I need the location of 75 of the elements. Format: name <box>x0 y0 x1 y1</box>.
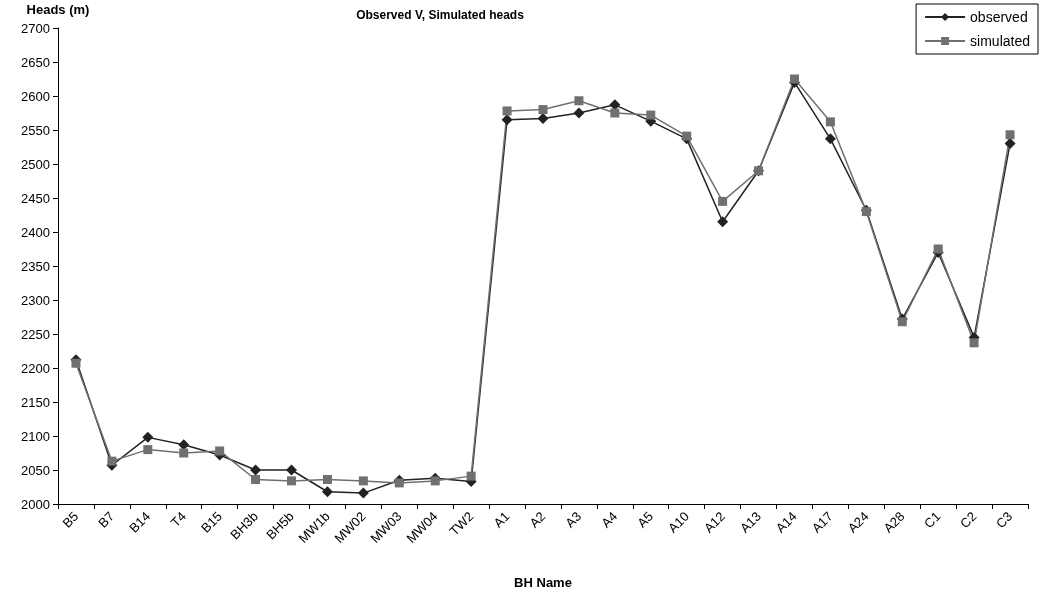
x-tick-label: B14 <box>126 508 154 536</box>
point <box>143 445 153 455</box>
y-tick-label: 2250 <box>21 326 50 342</box>
x-tick-label: A14 <box>772 508 800 536</box>
x-tick-label: A13 <box>736 508 764 536</box>
x-tick-label: TW2 <box>446 508 477 539</box>
x-tick-label: A10 <box>665 508 693 536</box>
point <box>1005 130 1015 140</box>
x-tick-label: A4 <box>598 508 621 531</box>
y-axis-title: Heads (m) <box>26 2 90 17</box>
y-tick-label: 2200 <box>21 360 50 376</box>
point <box>394 478 404 488</box>
point <box>1004 138 1016 150</box>
y-tick-label: 2650 <box>21 54 50 70</box>
point <box>466 471 476 481</box>
x-tick-label: A24 <box>844 508 872 536</box>
point <box>179 448 189 458</box>
point <box>321 486 333 498</box>
x-axis-title: BH Name <box>514 575 572 590</box>
point <box>682 131 692 141</box>
x-tick-label: A5 <box>634 508 657 531</box>
y-tick-label: 2300 <box>21 292 50 308</box>
point <box>250 464 262 476</box>
point <box>573 107 585 119</box>
y-tick-label: 2150 <box>21 394 50 410</box>
point <box>502 106 512 116</box>
x-tick-label: T4 <box>167 508 190 531</box>
point <box>717 216 729 228</box>
x-tick-label: A3 <box>562 508 585 531</box>
point <box>969 338 979 348</box>
x-tick-label: A1 <box>490 508 513 531</box>
point <box>574 96 584 106</box>
x-tick-label: B5 <box>59 508 82 531</box>
x-tick-label: C2 <box>957 508 980 532</box>
point <box>610 108 620 118</box>
point <box>501 114 513 126</box>
y-tick-label: 2400 <box>21 224 50 240</box>
point <box>824 133 836 145</box>
point <box>357 487 369 499</box>
y-tick-label: 2350 <box>21 258 50 274</box>
x-tick-label: A2 <box>526 508 549 531</box>
y-tick-label: 2550 <box>21 122 50 138</box>
point <box>287 476 297 486</box>
point <box>825 117 835 127</box>
legend-label: simulated <box>970 33 1030 49</box>
chart-title: Observed V, Simulated heads <box>356 8 525 22</box>
y-tick-label: 2600 <box>21 88 50 104</box>
point <box>933 244 943 254</box>
point <box>107 456 117 466</box>
y-tick-label: 2500 <box>21 156 50 172</box>
y-tick-label: 2100 <box>21 428 50 444</box>
x-tick-label: A28 <box>880 508 908 536</box>
y-tick-label: 2700 <box>21 20 50 36</box>
point <box>430 476 440 486</box>
point <box>71 358 81 368</box>
legend-label: observed <box>970 9 1028 25</box>
y-tick-label: 2450 <box>21 190 50 206</box>
point <box>286 464 298 476</box>
y-tick-label: 2000 <box>21 496 50 512</box>
point <box>718 196 728 206</box>
point <box>789 74 799 84</box>
y-tick-label: 2050 <box>21 462 50 478</box>
x-tick-label: C1 <box>921 508 944 532</box>
point <box>142 431 154 443</box>
x-tick-label: B15 <box>198 508 225 536</box>
point <box>322 475 332 485</box>
x-tick-label: B7 <box>95 508 118 531</box>
point <box>897 317 907 327</box>
x-tick-label: C3 <box>992 508 1016 532</box>
point <box>538 105 548 115</box>
x-tick-label: A12 <box>700 508 728 536</box>
point <box>646 110 656 120</box>
point <box>358 476 368 486</box>
point <box>215 446 225 456</box>
point <box>251 475 261 485</box>
